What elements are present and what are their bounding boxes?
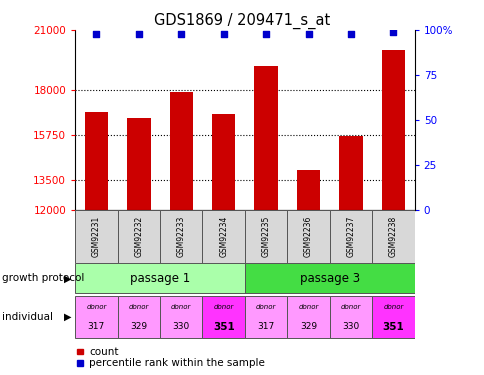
Bar	[169, 92, 193, 210]
FancyBboxPatch shape	[75, 210, 117, 262]
Bar	[381, 50, 404, 210]
Text: ▶: ▶	[64, 273, 72, 284]
Point	[92, 31, 100, 37]
Text: percentile rank within the sample: percentile rank within the sample	[89, 358, 265, 368]
Text: donor: donor	[298, 304, 318, 310]
FancyBboxPatch shape	[372, 296, 414, 338]
FancyBboxPatch shape	[75, 296, 117, 338]
Text: donor: donor	[128, 304, 149, 310]
FancyBboxPatch shape	[160, 210, 202, 262]
Text: GSM92235: GSM92235	[261, 216, 270, 257]
Text: GSM92236: GSM92236	[303, 216, 313, 257]
Text: donor: donor	[86, 304, 106, 310]
Bar	[127, 118, 150, 210]
Text: 317: 317	[88, 322, 105, 331]
Text: 330: 330	[342, 322, 359, 331]
Text: GSM92238: GSM92238	[388, 216, 397, 257]
Text: GSM92234: GSM92234	[219, 216, 228, 257]
FancyBboxPatch shape	[75, 264, 244, 293]
Text: 351: 351	[212, 322, 234, 332]
FancyBboxPatch shape	[202, 296, 244, 338]
FancyBboxPatch shape	[160, 296, 202, 338]
Text: GSM92232: GSM92232	[134, 216, 143, 257]
Text: 330: 330	[172, 322, 190, 331]
FancyBboxPatch shape	[287, 210, 329, 262]
Bar	[85, 112, 108, 210]
Text: 317: 317	[257, 322, 274, 331]
Point	[262, 31, 270, 37]
Bar	[76, 360, 83, 366]
FancyBboxPatch shape	[329, 210, 372, 262]
Text: donor: donor	[213, 304, 233, 310]
Bar	[339, 136, 362, 210]
Point	[219, 31, 227, 37]
Point	[347, 31, 354, 37]
Text: GSM92231: GSM92231	[91, 216, 101, 257]
Text: 329: 329	[130, 322, 147, 331]
FancyBboxPatch shape	[117, 210, 160, 262]
Bar	[76, 349, 83, 354]
Text: 329: 329	[300, 322, 317, 331]
Bar	[212, 114, 235, 210]
Text: GDS1869 / 209471_s_at: GDS1869 / 209471_s_at	[154, 13, 330, 29]
FancyBboxPatch shape	[244, 296, 287, 338]
FancyBboxPatch shape	[287, 296, 329, 338]
Text: ▶: ▶	[64, 312, 72, 322]
Text: growth protocol: growth protocol	[2, 273, 85, 284]
Text: donor: donor	[382, 304, 403, 310]
Text: GSM92237: GSM92237	[346, 216, 355, 257]
Text: individual: individual	[2, 312, 53, 322]
FancyBboxPatch shape	[244, 210, 287, 262]
FancyBboxPatch shape	[202, 210, 244, 262]
Bar	[296, 170, 319, 210]
FancyBboxPatch shape	[372, 210, 414, 262]
FancyBboxPatch shape	[117, 296, 160, 338]
Text: passage 3: passage 3	[299, 272, 359, 285]
Point	[304, 31, 312, 37]
FancyBboxPatch shape	[329, 296, 372, 338]
Text: donor: donor	[256, 304, 276, 310]
FancyBboxPatch shape	[244, 264, 414, 293]
Bar	[254, 66, 277, 210]
Point	[389, 29, 396, 35]
Text: donor: donor	[340, 304, 361, 310]
Text: count: count	[89, 347, 119, 357]
Point	[135, 31, 142, 37]
Point	[177, 31, 185, 37]
Text: passage 1: passage 1	[130, 272, 190, 285]
Text: donor: donor	[171, 304, 191, 310]
Text: GSM92233: GSM92233	[176, 216, 185, 257]
Text: 351: 351	[382, 322, 404, 332]
